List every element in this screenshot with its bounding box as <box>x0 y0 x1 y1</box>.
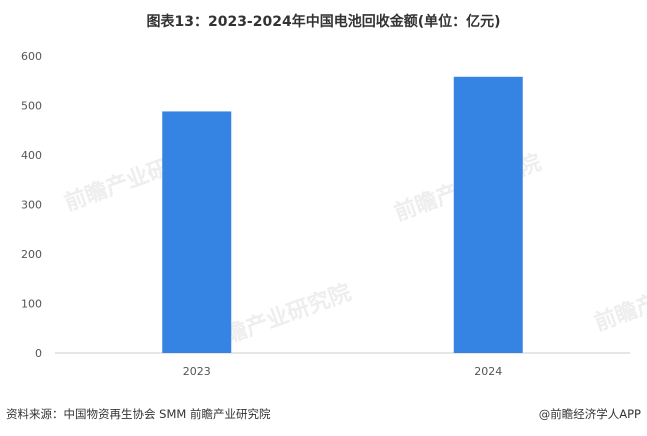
y-tick-label: 400 <box>21 149 42 162</box>
x-tick-label: 2024 <box>474 365 502 378</box>
bar-chart: 0 100 200 300 400 500 600 2023 2024 <box>21 50 630 378</box>
x-tick-label: 2023 <box>183 365 211 378</box>
bar-2024 <box>453 76 523 353</box>
chart-title: 图表13：2023-2024年中国电池回收金额(单位：亿元) <box>146 14 501 30</box>
y-tick-label: 600 <box>21 50 42 63</box>
y-tick-label: 0 <box>35 347 42 360</box>
source-note: 资料来源：中国物资再生协会 SMM 前瞻产业研究院 <box>6 407 271 421</box>
bar-2023 <box>162 111 232 353</box>
y-tick-label: 500 <box>21 100 42 113</box>
y-tick-label: 200 <box>21 248 42 261</box>
brand-label: @前瞻经济学人APP <box>538 407 641 421</box>
y-tick-label: 300 <box>21 199 42 212</box>
y-tick-label: 100 <box>21 298 42 311</box>
